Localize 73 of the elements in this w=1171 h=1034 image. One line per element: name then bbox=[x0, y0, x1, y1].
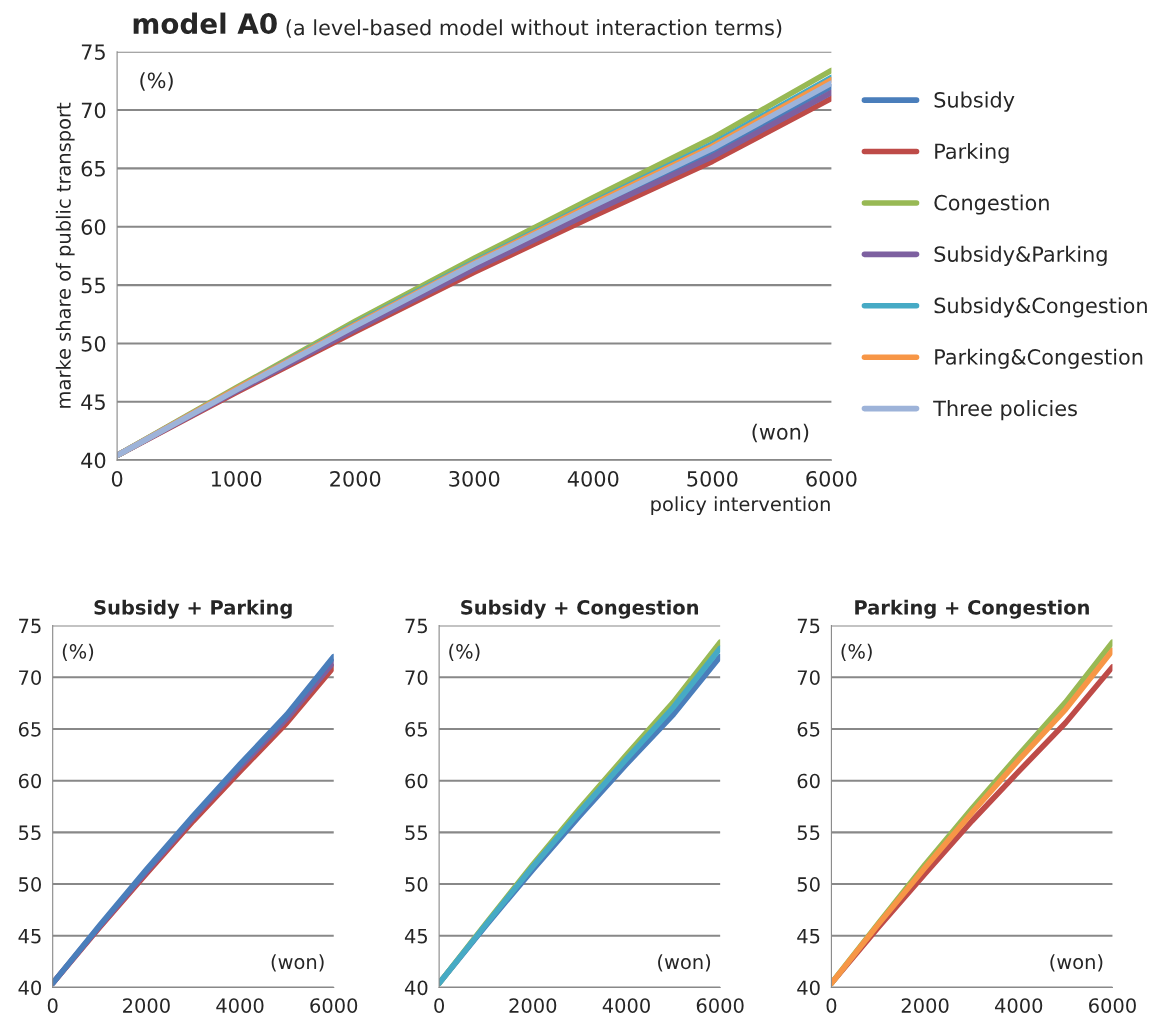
chart-title: model A0 bbox=[133, 12, 277, 35]
legend-label: Congestion bbox=[934, 194, 1049, 215]
x-tick-label: 6000 bbox=[806, 470, 857, 487]
chart-title: Subsidy + Congestion bbox=[461, 599, 698, 619]
y-tick-label: 75 bbox=[81, 44, 105, 60]
y-tick-label: 50 bbox=[81, 335, 106, 352]
y-tick-label: 40 bbox=[797, 980, 820, 996]
x-tick-label: 4000 bbox=[567, 470, 619, 487]
x-tick-label: 6000 bbox=[310, 998, 358, 1013]
chart-title: Parking + Congestion bbox=[855, 599, 1089, 619]
y-tick-label: 50 bbox=[405, 877, 428, 892]
y-axis-title: marke share of public transport bbox=[55, 102, 75, 408]
y-tick-label: 60 bbox=[81, 219, 106, 235]
annotation: (%) bbox=[62, 643, 94, 661]
y-tick-label: 65 bbox=[18, 721, 41, 737]
chart-subtitle: (a level-based model without interaction terms) bbox=[286, 19, 782, 38]
y-tick-label: 60 bbox=[797, 773, 820, 789]
x-tick-label: 1000 bbox=[211, 470, 262, 487]
x-tick-label: 4000 bbox=[994, 998, 1043, 1013]
annotation: (%) bbox=[140, 72, 173, 91]
x-tick-label: 6000 bbox=[1089, 998, 1136, 1013]
y-tick-label: 75 bbox=[797, 618, 820, 634]
y-tick-label: 65 bbox=[405, 721, 428, 737]
y-tick-label: 50 bbox=[19, 877, 41, 892]
y-tick-label: 70 bbox=[797, 670, 820, 685]
y-tick-label: 45 bbox=[404, 928, 428, 944]
annotation: (won) bbox=[752, 423, 809, 443]
y-tick-label: 45 bbox=[797, 928, 820, 944]
annotation: (%) bbox=[841, 643, 872, 661]
y-tick-label: 40 bbox=[18, 980, 41, 996]
x-tick-label: 6000 bbox=[696, 998, 744, 1013]
x-tick-label: 0 bbox=[826, 998, 837, 1013]
legend-label: Parking bbox=[935, 143, 1009, 164]
x-tick-label: 2000 bbox=[901, 998, 949, 1013]
legend-label: Subsidy&Parking bbox=[934, 245, 1107, 266]
x-tick-label: 4000 bbox=[216, 998, 264, 1013]
y-tick-label: 55 bbox=[19, 825, 41, 841]
y-tick-label: 75 bbox=[19, 618, 41, 634]
x-tick-label: 3000 bbox=[449, 470, 500, 487]
x-tick-label: 0 bbox=[47, 998, 58, 1013]
legend-label: Parking&Congestion bbox=[935, 348, 1143, 369]
y-tick-label: 55 bbox=[405, 825, 428, 841]
x-axis-title: policy intervention bbox=[651, 496, 830, 516]
annotation: (%) bbox=[449, 643, 480, 661]
y-tick-label: 50 bbox=[797, 877, 820, 892]
x-tick-label: 4000 bbox=[602, 998, 650, 1013]
y-tick-label: 55 bbox=[81, 277, 105, 294]
y-tick-label: 45 bbox=[18, 928, 41, 944]
annotation: (won) bbox=[658, 954, 711, 972]
y-tick-label: 70 bbox=[405, 670, 428, 685]
x-tick-label: 5000 bbox=[687, 470, 738, 487]
chart-title: Subsidy + Parking bbox=[94, 599, 292, 619]
legend-label: Subsidy&Congestion bbox=[934, 297, 1147, 318]
legend-label: Subsidy bbox=[934, 91, 1015, 112]
y-tick-label: 40 bbox=[404, 980, 428, 996]
x-tick-label: 0 bbox=[434, 998, 445, 1013]
y-tick-label: 45 bbox=[81, 394, 105, 410]
y-tick-label: 65 bbox=[81, 160, 105, 177]
annotation: (won) bbox=[1050, 954, 1103, 972]
y-tick-label: 65 bbox=[797, 721, 820, 737]
annotation: (won) bbox=[271, 954, 324, 972]
x-tick-label: 0 bbox=[111, 470, 123, 487]
y-tick-label: 60 bbox=[18, 773, 41, 789]
y-tick-label: 40 bbox=[81, 452, 106, 469]
legend-label: Three policies bbox=[933, 400, 1077, 421]
x-tick-label: 2000 bbox=[123, 998, 170, 1013]
y-tick-label: 55 bbox=[797, 825, 820, 841]
y-tick-label: 60 bbox=[405, 773, 428, 789]
y-tick-label: 70 bbox=[19, 670, 41, 685]
y-tick-label: 75 bbox=[405, 618, 428, 634]
x-tick-label: 2000 bbox=[509, 998, 557, 1013]
x-tick-label: 2000 bbox=[330, 470, 381, 487]
y-tick-label: 70 bbox=[81, 102, 106, 119]
